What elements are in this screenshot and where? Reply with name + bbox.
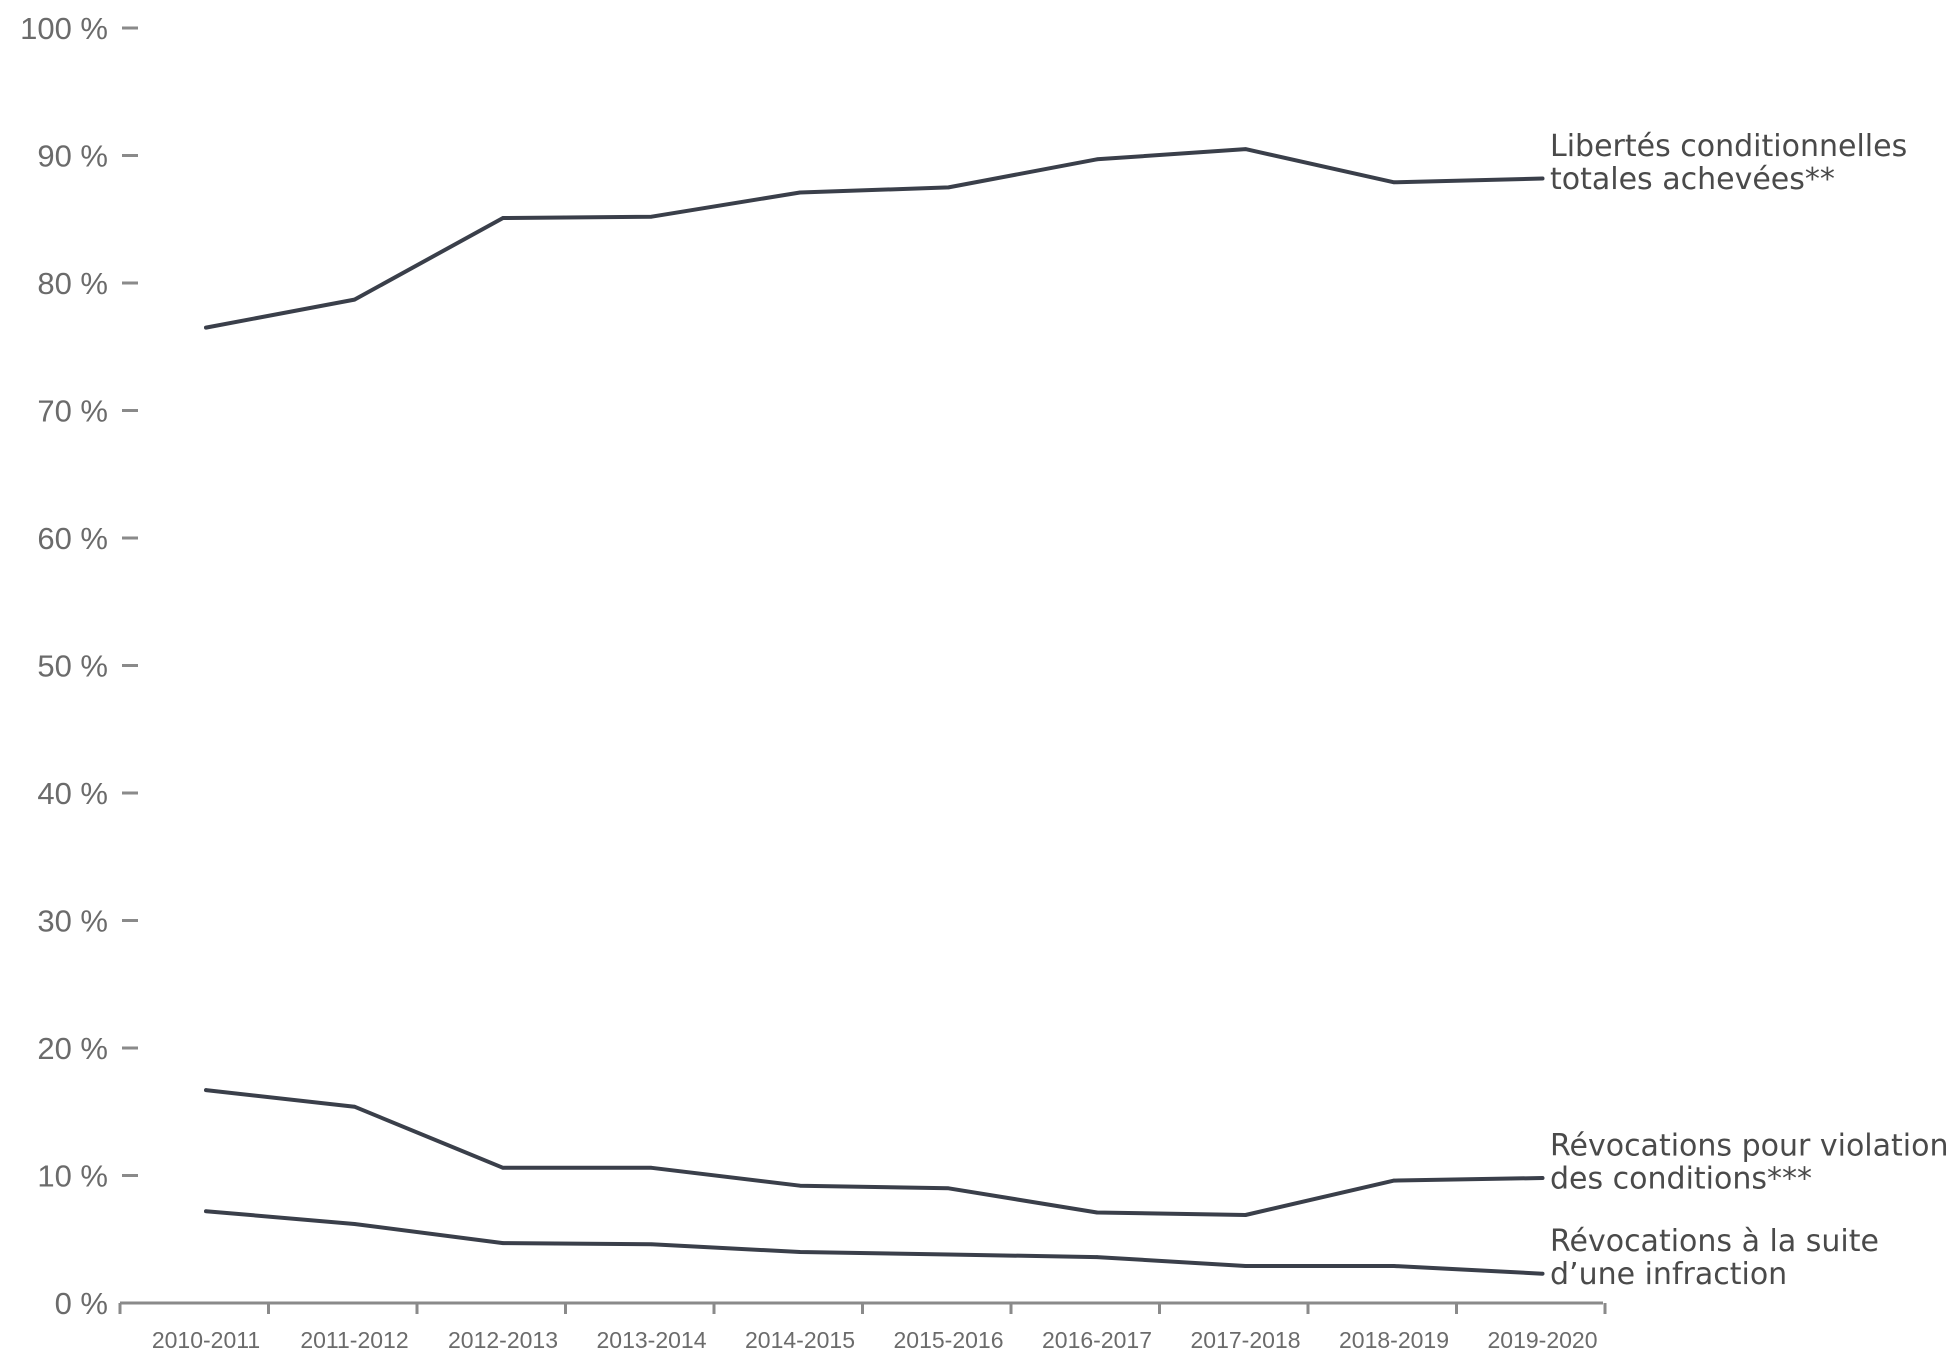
data-point	[798, 1183, 802, 1188]
series-lines	[204, 147, 1545, 1276]
data-point	[798, 1250, 802, 1254]
data-point	[352, 1222, 357, 1226]
y-tick-label: 30 %	[37, 904, 108, 939]
data-point	[649, 214, 654, 219]
data-point	[798, 190, 802, 195]
series-line-3	[204, 1209, 1545, 1276]
x-tick-label: 2014-2015	[745, 1327, 855, 1353]
x-tick-label: 2018-2019	[1339, 1327, 1449, 1353]
y-tick-label: 40 %	[37, 776, 108, 811]
x-tick-label: 2017-2018	[1191, 1327, 1301, 1353]
y-tick-label: 60 %	[37, 521, 108, 556]
data-point	[1540, 1176, 1545, 1180]
x-tick-label: 2010-2011	[152, 1327, 260, 1353]
x-tick-label: 2011-2012	[300, 1327, 408, 1353]
series-label-3: d’une infraction	[1550, 1257, 1787, 1292]
y-tick-label: 100 %	[20, 11, 108, 46]
x-tick-label: 2012-2013	[448, 1327, 558, 1353]
series-line-1	[204, 147, 1545, 330]
data-point	[1392, 180, 1396, 185]
data-point	[501, 216, 505, 220]
y-tick-label: 50 %	[37, 649, 108, 684]
series-label-2: Révocations pour violation	[1550, 1129, 1948, 1164]
x-tick-label: 2019-2020	[1488, 1327, 1598, 1353]
x-axis: 2010-2011 2011-2012 2012-2013 2013-2014 2014…	[118, 1301, 1607, 1353]
data-point	[204, 1209, 208, 1213]
series-label-1: totales achevées**	[1550, 162, 1835, 197]
data-point	[1095, 1210, 1099, 1215]
y-tick-label: 80 %	[37, 266, 108, 301]
x-tick-label: 2015-2016	[894, 1327, 1004, 1353]
data-point	[204, 1088, 208, 1092]
series-label-1: Libertés conditionnelles	[1550, 129, 1907, 164]
series-label-2: des conditions***	[1550, 1162, 1812, 1197]
data-point	[501, 1241, 505, 1245]
data-point	[204, 325, 208, 330]
y-tick-label: 10 %	[37, 1159, 108, 1194]
data-point	[1392, 1178, 1396, 1183]
y-tick-label: 0 %	[55, 1286, 108, 1321]
data-point	[1095, 157, 1099, 162]
data-point	[649, 1166, 654, 1170]
data-point	[1540, 1271, 1545, 1276]
y-axis: 0 % 10 % 20 % 30 % 40 % 50 % 60 % 70 % 80 % 90 % 1…	[20, 11, 138, 1321]
data-point	[352, 297, 357, 302]
data-point	[352, 1104, 357, 1109]
x-tick-label: 2013-2014	[597, 1327, 707, 1353]
data-point	[1095, 1255, 1099, 1259]
series-line-2	[204, 1088, 1545, 1217]
series-label-3: Révocations à la suite	[1550, 1224, 1879, 1259]
data-point	[946, 1252, 951, 1257]
y-tick-label: 90 %	[37, 139, 108, 174]
y-tick-label: 20 %	[37, 1031, 108, 1066]
data-point	[1392, 1264, 1396, 1268]
x-tick-label: 2016-2017	[1042, 1327, 1152, 1353]
data-point	[1540, 176, 1545, 181]
data-point	[1243, 1213, 1248, 1217]
data-point	[1243, 1264, 1248, 1268]
data-point	[501, 1166, 505, 1170]
data-point	[946, 1186, 951, 1191]
data-point	[1243, 147, 1248, 151]
data-point	[649, 1242, 654, 1247]
data-point	[946, 185, 951, 190]
y-tick-label: 70 %	[37, 394, 108, 429]
